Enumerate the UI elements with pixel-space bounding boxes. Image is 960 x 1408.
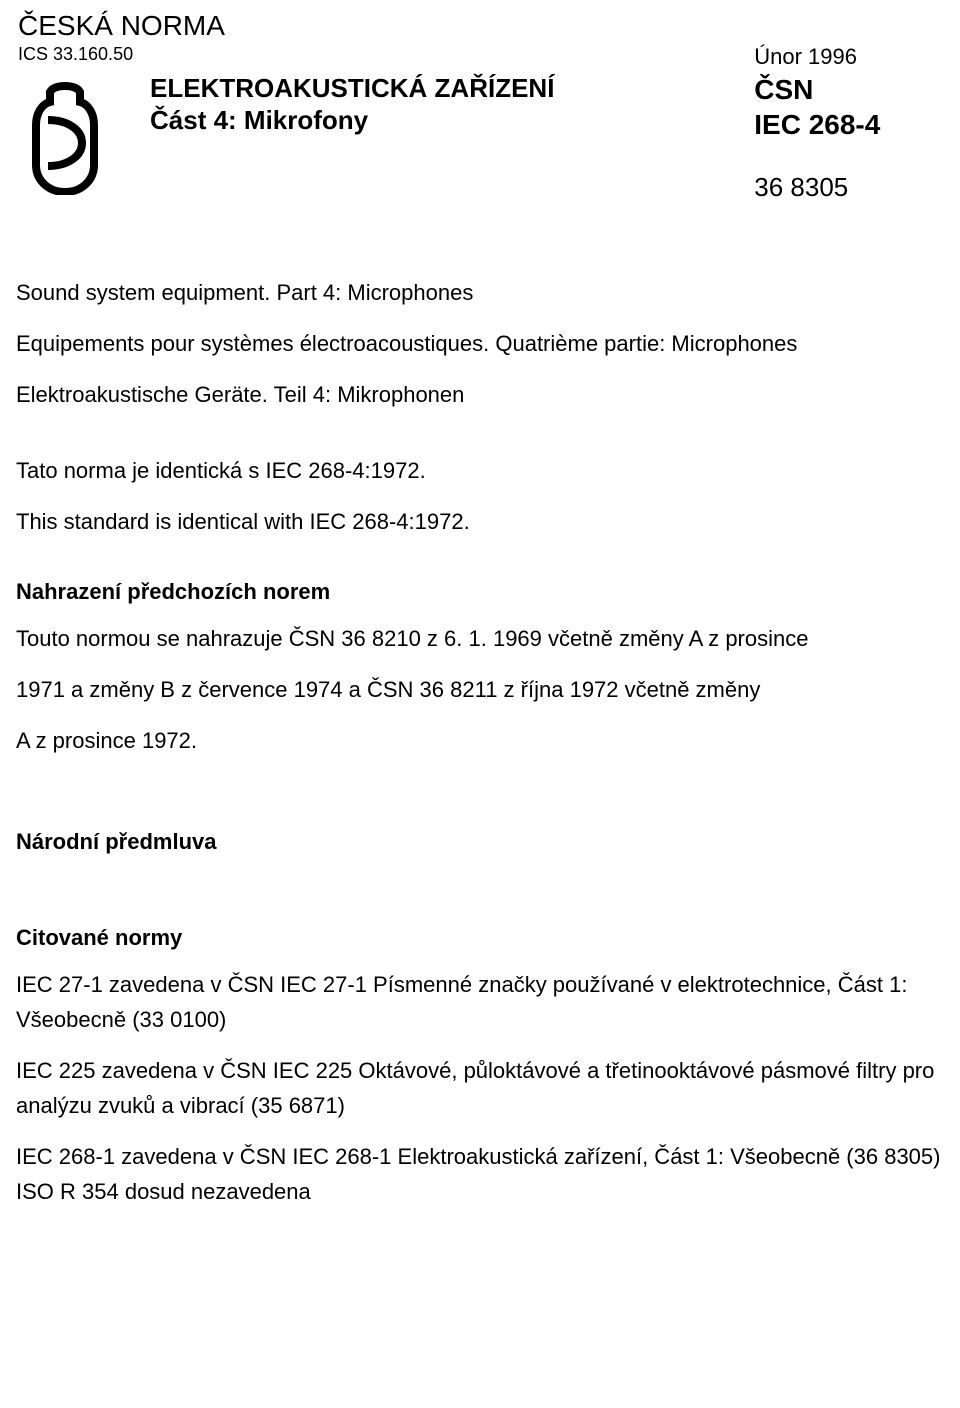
ics-code: ICS 33.160.50	[18, 44, 148, 70]
translations-block: Sound system equipment. Part 4: Micropho…	[16, 275, 944, 413]
replacement-heading: Nahrazení předchozích norem	[16, 579, 944, 605]
standard-logo-icon	[18, 80, 113, 195]
national-preface-heading: Národní předmluva	[16, 829, 944, 855]
replacement-line3: A z prosince 1972.	[16, 723, 944, 758]
identity-block: Tato norma je identická s IEC 268-4:1972…	[16, 453, 944, 539]
identity-cs: Tato norma je identická s IEC 268-4:1972…	[16, 453, 944, 488]
cited-standards-heading: Citované normy	[16, 925, 944, 951]
identity-en: This standard is identical with IEC 268-…	[16, 504, 944, 539]
translation-fr: Equipements pour systèmes électroacousti…	[16, 326, 944, 361]
standard-title-line1: ELEKTROAKUSTICKÁ ZAŘÍZENÍ	[150, 72, 752, 105]
issue-date: Únor 1996	[754, 44, 942, 70]
cited-ref-3: IEC 268-1 zavedena v ČSN IEC 268-1 Elekt…	[16, 1139, 944, 1209]
cited-standards-body: IEC 27-1 zavedena v ČSN IEC 27-1 Písmenn…	[16, 967, 944, 1210]
replacement-body: Touto normou se nahrazuje ČSN 36 8210 z …	[16, 621, 944, 759]
header-table: ČESKÁ NORMA ICS 33.160.50 Únor 1996 ELEK…	[16, 8, 944, 205]
replacement-line2: 1971 a změny B z července 1974 a ČSN 36 …	[16, 672, 944, 707]
translation-de: Elektroakustische Geräte. Teil 4: Mikrop…	[16, 377, 944, 412]
doc-title: ČESKÁ NORMA	[18, 10, 942, 42]
classification-number: 36 8305	[754, 172, 942, 203]
standard-code-line2: IEC 268-4	[754, 107, 942, 142]
cited-ref-1: IEC 27-1 zavedena v ČSN IEC 27-1 Písmenn…	[16, 967, 944, 1037]
translation-en: Sound system equipment. Part 4: Micropho…	[16, 275, 944, 310]
standard-code-line1: ČSN	[754, 72, 942, 107]
standard-title-line2: Část 4: Mikrofony	[150, 105, 752, 136]
cited-ref-2: IEC 225 zavedena v ČSN IEC 225 Oktávové,…	[16, 1053, 944, 1123]
replacement-line1: Touto normou se nahrazuje ČSN 36 8210 z …	[16, 621, 944, 656]
